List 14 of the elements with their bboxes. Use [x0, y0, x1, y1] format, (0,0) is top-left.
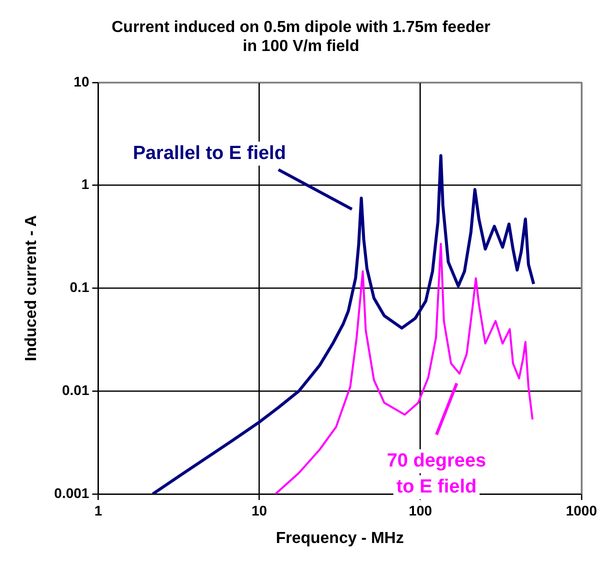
y-tick-label: 0.1: [70, 279, 90, 296]
x-axis-title: Frequency - MHz: [276, 530, 404, 547]
y-tick-label: 0.01: [62, 382, 90, 398]
text: 70 degrees to E field: [386, 450, 486, 498]
text: Parallel to E field: [132, 142, 286, 164]
x-tick-label: 100: [408, 502, 432, 518]
x-tick-label: 1: [94, 502, 102, 518]
chart-title: Current induced on 0.5m dipole with 1.75m feeder in 100 V/m field: [112, 19, 490, 56]
x-tick-label: 10: [252, 502, 268, 518]
y-tick-label: 10: [74, 73, 90, 90]
y-axis-title: Induced current - A: [23, 214, 40, 362]
x-tick-label: 1000: [566, 502, 598, 518]
y-tick-label: 1: [81, 176, 90, 192]
y-tick-label: 0.001: [54, 484, 90, 501]
